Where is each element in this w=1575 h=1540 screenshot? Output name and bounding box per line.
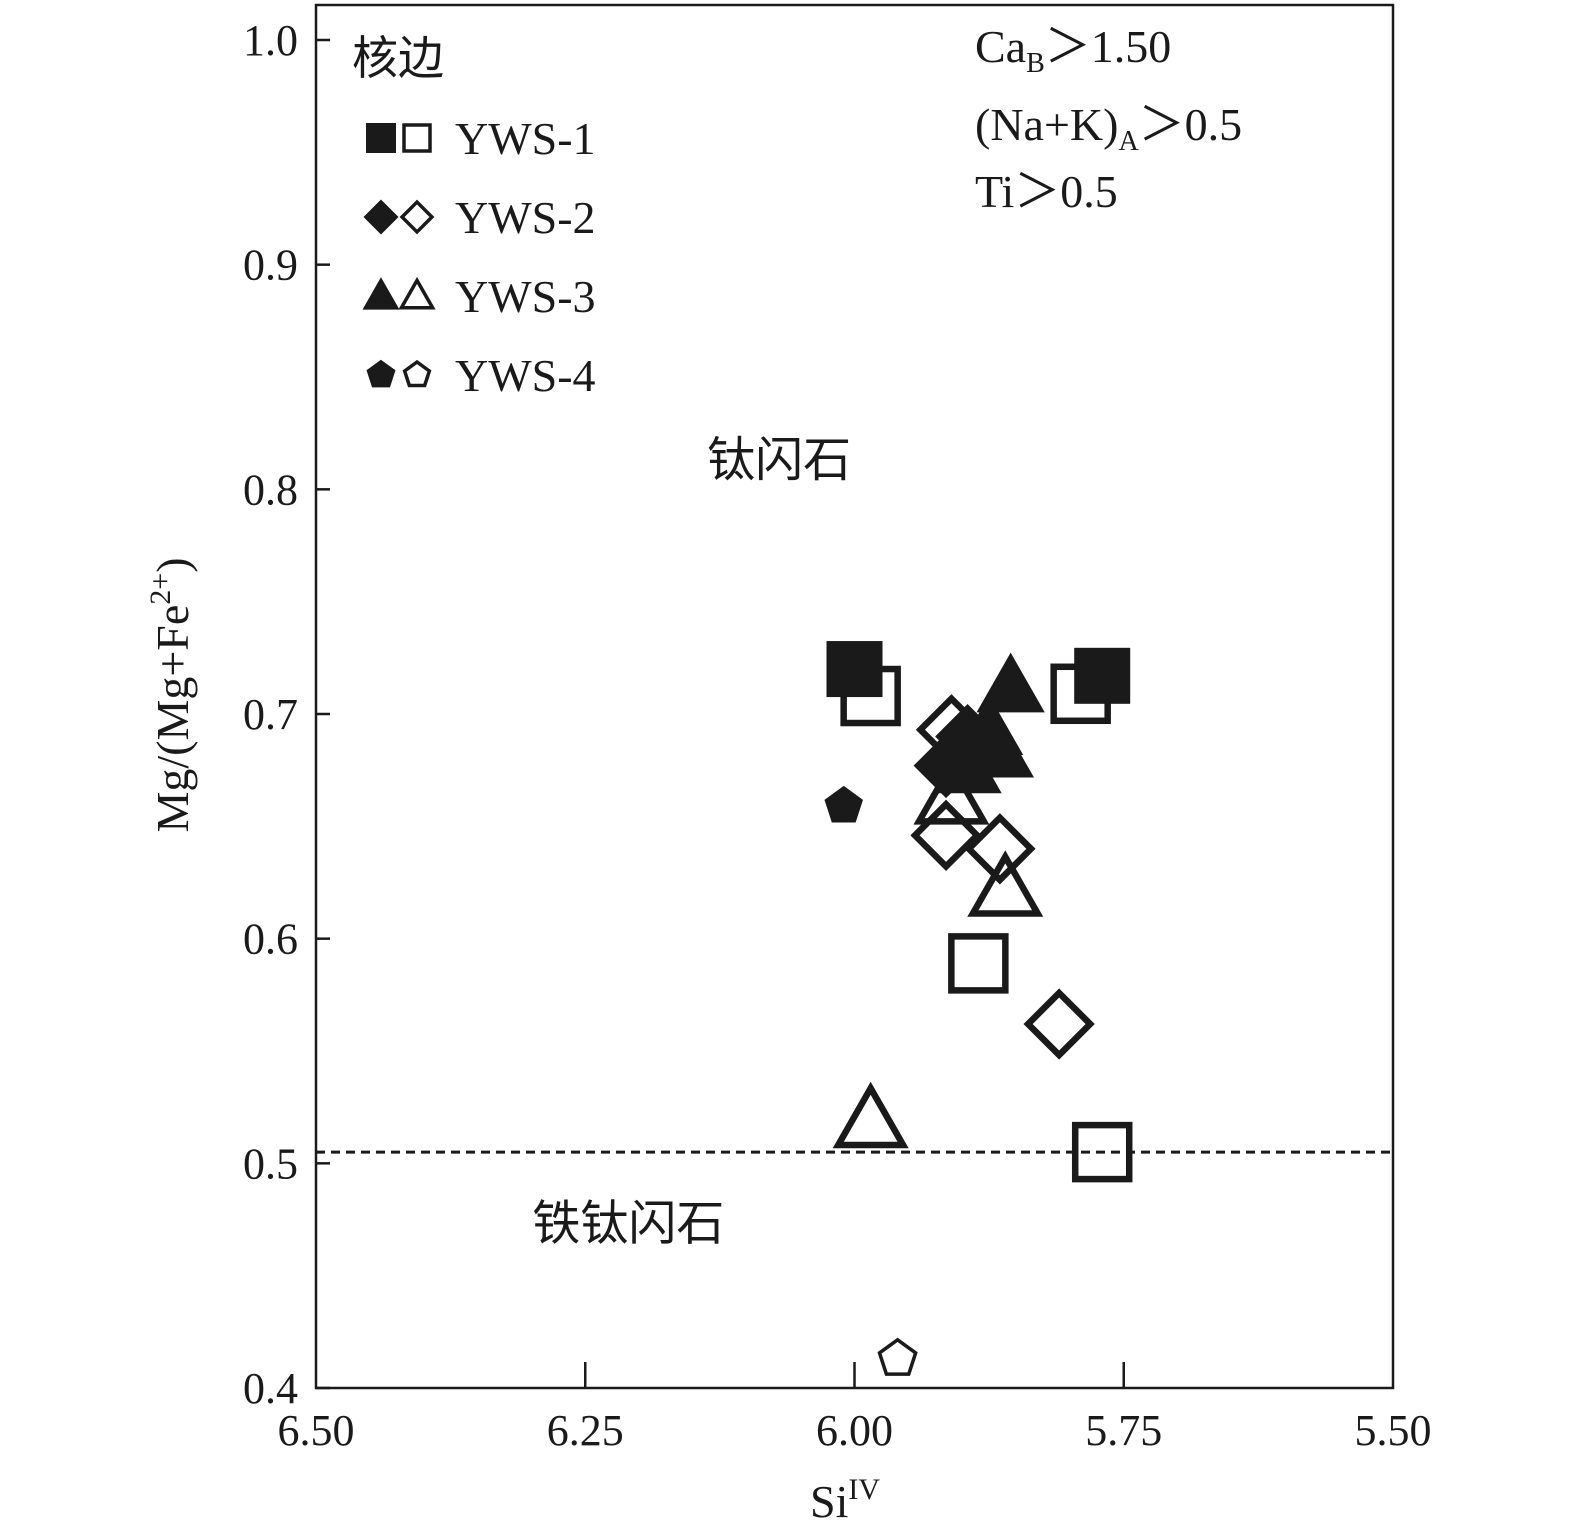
x-tick-label: 5.50 <box>1355 1406 1432 1455</box>
condition-2: (Na+K)A＞0.5 <box>975 99 1242 157</box>
legend-marker-filled <box>362 277 400 310</box>
legend-label: YWS-1 <box>455 113 596 164</box>
data-point-yws-1-core <box>1074 647 1131 704</box>
data-point-yws-2-rim <box>1023 988 1095 1060</box>
data-point-yws-2-rim <box>964 813 1036 885</box>
svg-text:SiIV: SiIV <box>810 1473 880 1527</box>
data-point-yws-3-core <box>976 652 1045 713</box>
data-point-yws-3-core <box>933 733 1002 794</box>
data-point-yws-4-rim <box>877 1337 918 1376</box>
legend-label: YWS-2 <box>455 192 596 243</box>
x-axis-label-sup: IV <box>848 1473 880 1506</box>
x-axis-label-text: Si <box>810 1476 848 1527</box>
legend: 核边 YWS-1 YWS-2 YWS-3 YWS-4 <box>352 33 596 401</box>
legend-marker-filled <box>366 123 396 153</box>
conditions-annotation: CaB＞1.50 (Na+K)A＞0.5 Ti＞0.5 <box>975 21 1242 217</box>
region-label: 铁钛闪石 <box>532 1198 724 1251</box>
y-axis-label: Mg/(Mg+Fe2+) <box>144 557 198 832</box>
y-axis-label-close: ) <box>147 557 198 572</box>
data-point-yws-1-rim <box>948 933 1009 994</box>
legend-marker-open <box>399 199 435 235</box>
legend-marker-open <box>398 276 436 310</box>
legend-marker-filled <box>363 199 399 235</box>
legend-title: 核边 <box>352 33 444 84</box>
region-label: 钛闪石 <box>707 434 851 487</box>
x-tick-label: 5.75 <box>1085 1406 1162 1455</box>
y-tick-label: 0.7 <box>243 690 298 739</box>
y-tick-label: 0.5 <box>243 1139 298 1188</box>
legend-label: YWS-4 <box>455 350 596 401</box>
y-axis-label-sup: 2+ <box>144 573 177 605</box>
data-point-yws-2-rim <box>910 799 982 871</box>
legend-label: YWS-3 <box>455 271 596 322</box>
data-point-yws-3-rim <box>832 1081 909 1149</box>
y-tick-label: 0.9 <box>243 241 298 290</box>
y-tick-label: 1.0 <box>243 16 298 65</box>
data-point-yws-4-core <box>824 785 863 823</box>
legend-marker-open <box>402 123 432 153</box>
x-tick-label: 6.00 <box>816 1406 893 1455</box>
data-point-yws-1-core <box>826 641 883 698</box>
y-tick-label: 0.4 <box>243 1364 298 1413</box>
y-tick-label: 0.6 <box>243 915 298 964</box>
legend-marker-filled <box>366 359 396 388</box>
svg-text:Mg/(Mg+Fe2+): Mg/(Mg+Fe2+) <box>144 557 198 832</box>
x-tick-label: 6.25 <box>547 1406 624 1455</box>
data-point-yws-3-rim <box>967 850 1044 917</box>
condition-3: Ti＞0.5 <box>975 166 1118 217</box>
data-point-yws-1-rim <box>1071 1121 1133 1183</box>
condition-1: CaB＞1.50 <box>975 21 1171 79</box>
x-tick-label: 6.50 <box>278 1406 355 1455</box>
y-tick-label: 0.8 <box>243 465 298 514</box>
y-axis-label-text: Mg/(Mg+Fe <box>147 605 198 833</box>
x-axis-label: SiIV <box>810 1473 880 1527</box>
legend-marker-open <box>402 359 432 388</box>
